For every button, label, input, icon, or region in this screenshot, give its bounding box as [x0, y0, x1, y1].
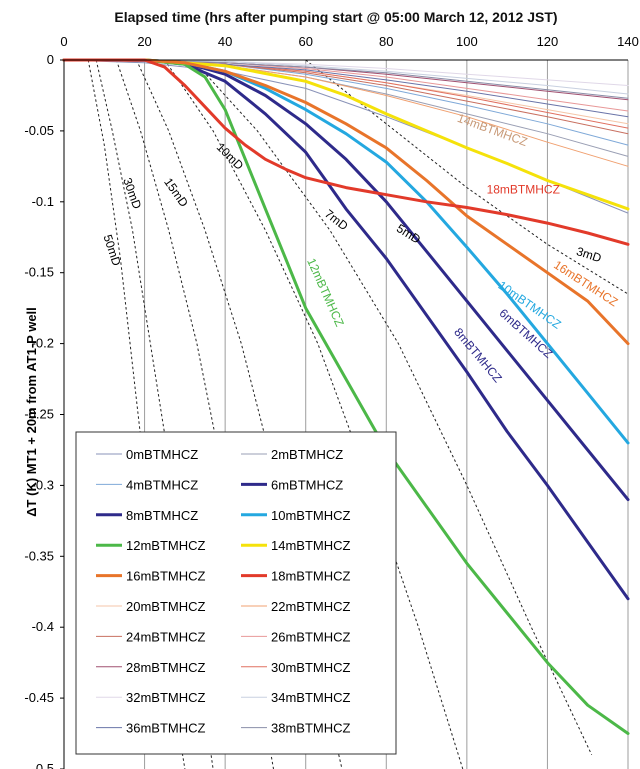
series-line — [62, 58, 630, 346]
legend-label: 34mBTMHCZ — [271, 690, 351, 705]
y-tick-label: -0.15 — [24, 265, 54, 280]
legend-label: 4mBTMHCZ — [126, 477, 198, 492]
x-tick-label: 0 — [60, 34, 67, 49]
legend-label: 6mBTMHCZ — [271, 477, 343, 492]
model-curve — [164, 59, 464, 769]
y-tick-label: -0.25 — [24, 407, 54, 422]
legend-label: 22mBTMHCZ — [271, 599, 351, 614]
chart-title: Elapsed time (hrs after pumping start @ … — [114, 9, 557, 25]
x-tick-label: 120 — [537, 34, 559, 49]
curve-label: 18mBTMHCZ — [487, 182, 560, 196]
y-tick-label: -0.05 — [24, 123, 54, 138]
legend-label: 18mBTMHCZ — [271, 569, 351, 584]
legend: 0mBTMHCZ 4mBTMHCZ 8mBTMHCZ 12mBTMHCZ 16mBTMH… — [75, 431, 397, 755]
legend-label: 24mBTMHCZ — [126, 629, 206, 644]
model-curve — [305, 59, 629, 295]
legend-label: 8mBTMHCZ — [126, 508, 198, 523]
y-tick-label: -0.1 — [32, 194, 54, 209]
legend-label: 20mBTMHCZ — [126, 599, 206, 614]
legend-label: 16mBTMHCZ — [126, 569, 206, 584]
x-tick-label: 40 — [218, 34, 232, 49]
x-tick-label: 60 — [298, 34, 312, 49]
y-tick-label: 0 — [47, 52, 54, 67]
legend-label: 32mBTMHCZ — [126, 690, 206, 705]
legend-label: 12mBTMHCZ — [126, 538, 206, 553]
legend-label: 10mBTMHCZ — [271, 508, 351, 523]
model-curve — [192, 59, 593, 756]
y-tick-label: -0.45 — [24, 690, 54, 705]
legend-label: 30mBTMHCZ — [271, 660, 351, 675]
series-line — [62, 58, 630, 246]
y-axis-ticks: 0 -0.05 -0.1 -0.15 -0.2 -0.25 -0.3 -0.35 -0.4 -0.… — [24, 52, 64, 769]
legend-label: 26mBTMHCZ — [271, 629, 351, 644]
y-tick-label: -0.3 — [32, 477, 54, 492]
x-tick-label: 20 — [137, 34, 151, 49]
y-tick-label: -0.2 — [32, 336, 54, 351]
series-line — [62, 58, 630, 211]
y-axis-label: ΔT (K) MT1 + 20m from AT1-P well — [24, 307, 39, 517]
series-line — [62, 58, 630, 601]
legend-label: 38mBTMHCZ — [271, 721, 351, 736]
y-tick-label: -0.4 — [32, 619, 54, 634]
y-tick-label: -0.35 — [24, 548, 54, 563]
legend-box — [75, 431, 397, 755]
x-tick-label: 100 — [456, 34, 478, 49]
legend-label: 14mBTMHCZ — [271, 538, 351, 553]
x-axis-ticks: 0 20 40 60 80 100 120 140 — [60, 34, 638, 49]
x-tick-label: 80 — [379, 34, 393, 49]
legend-label: 2mBTMHCZ — [271, 447, 343, 462]
y-tick-label: -0.5 — [32, 761, 54, 769]
legend-label: 0mBTMHCZ — [126, 447, 198, 462]
legend-label: 36mBTMHCZ — [126, 721, 206, 736]
x-tick-label: 140 — [617, 34, 639, 49]
series-line — [62, 58, 630, 735]
legend-label: 28mBTMHCZ — [126, 660, 206, 675]
